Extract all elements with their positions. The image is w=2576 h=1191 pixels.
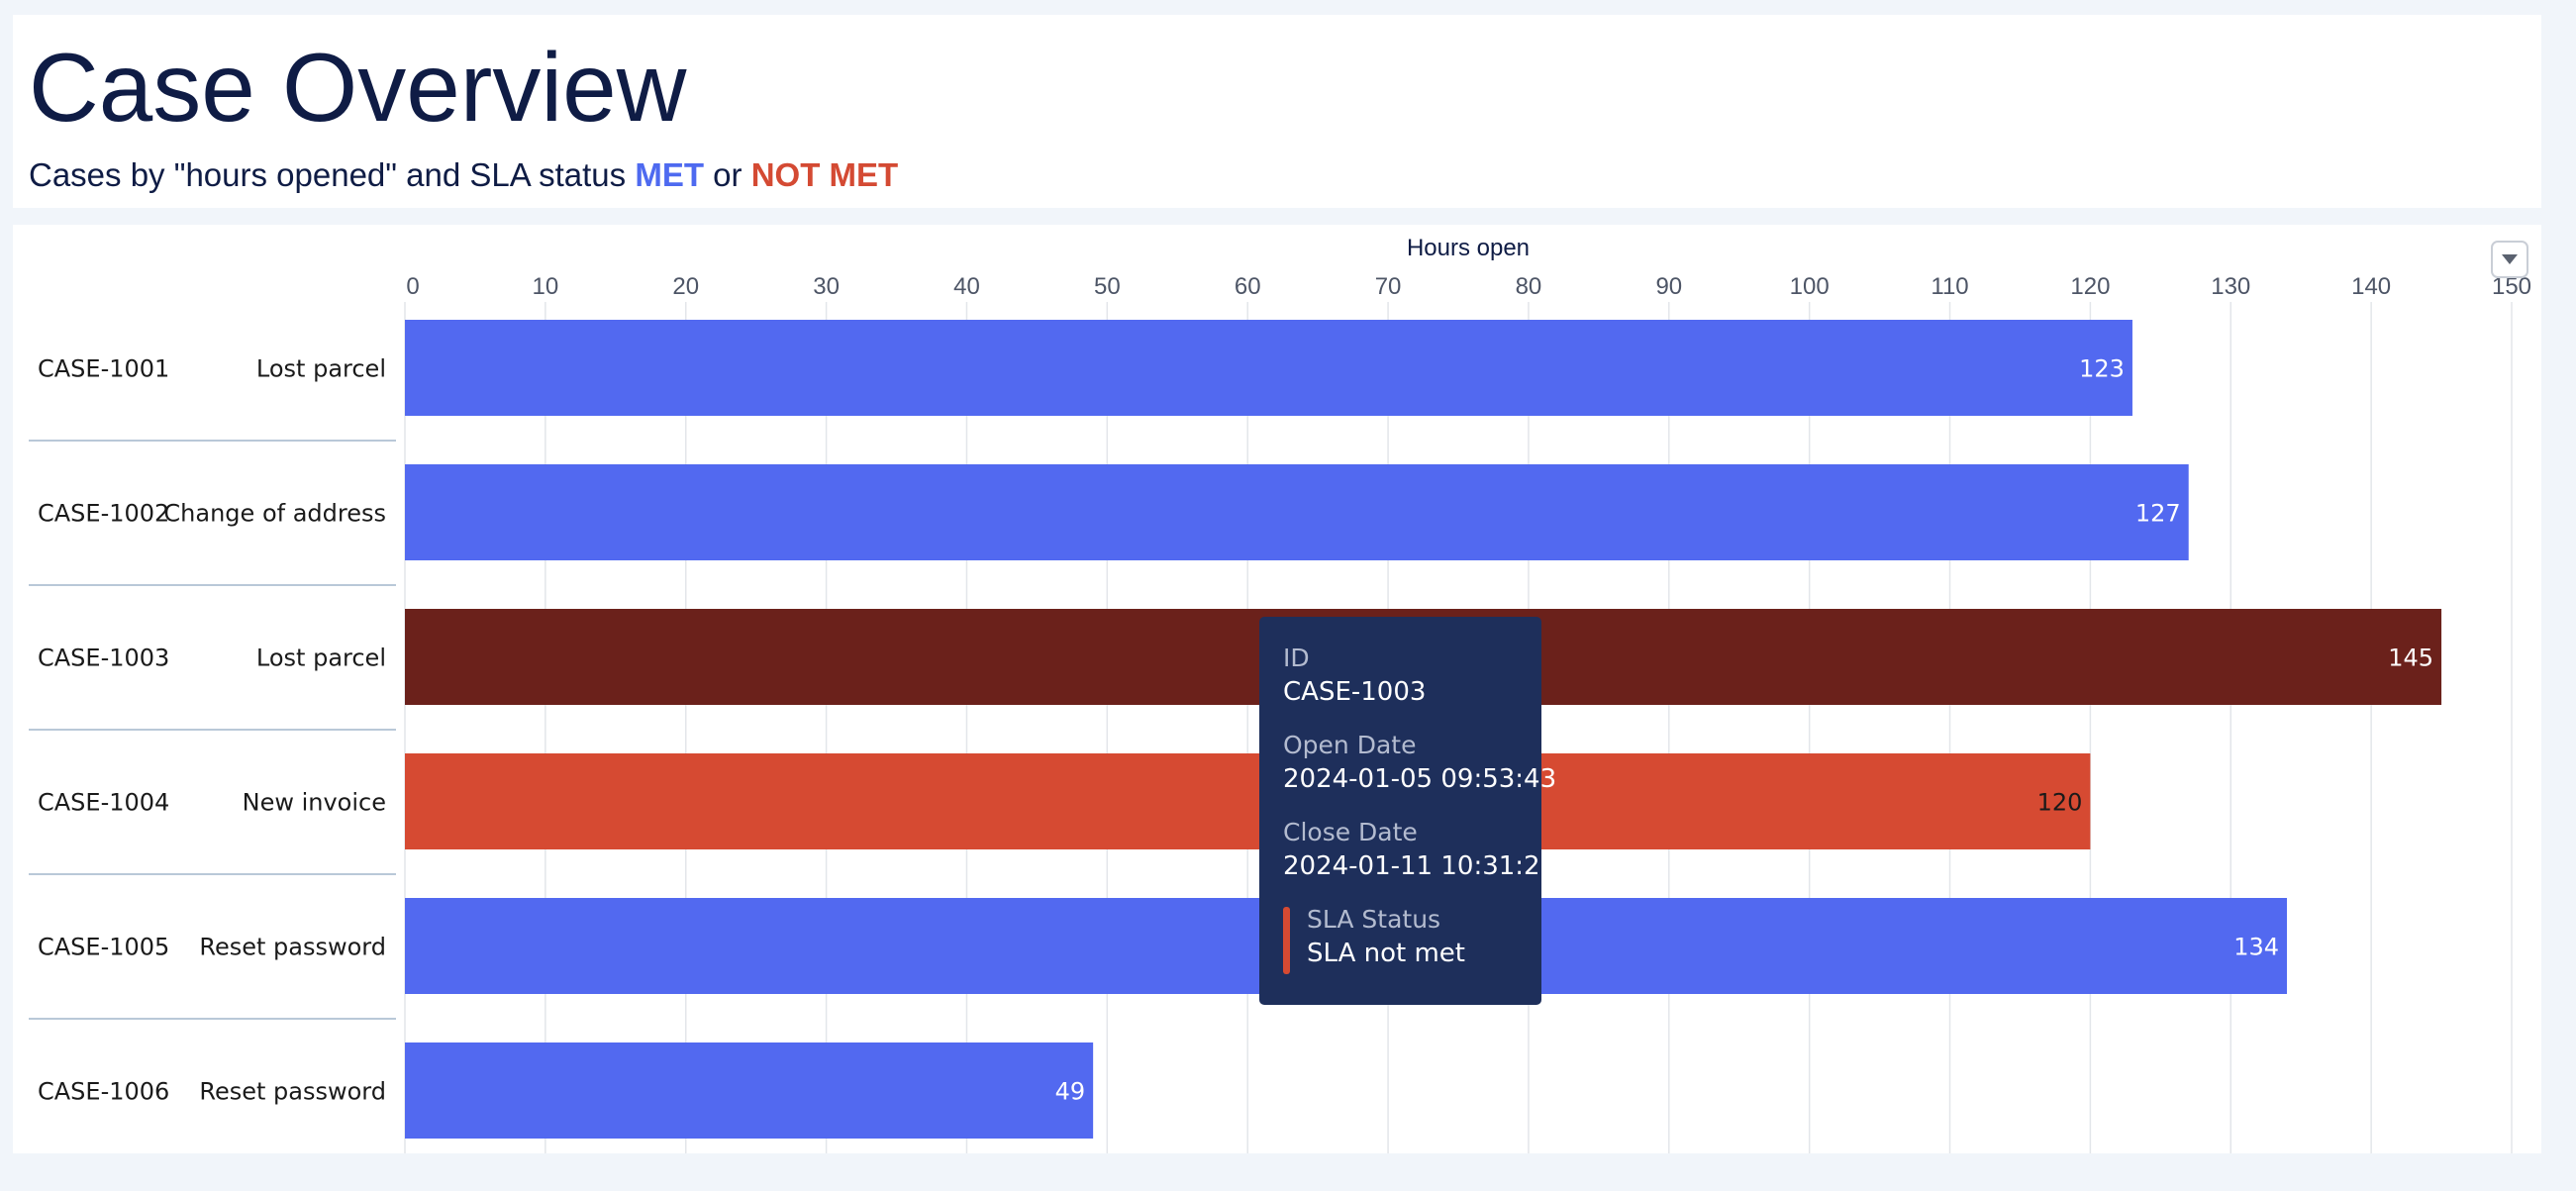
row-case-id: CASE-1004 <box>38 789 169 817</box>
row-case-id: CASE-1003 <box>38 645 169 672</box>
row-category: Reset password <box>199 1078 386 1106</box>
tooltip-status-label: SLA Status <box>1307 905 1441 934</box>
x-tick-label: 50 <box>1094 273 1121 300</box>
row-case-id: CASE-1001 <box>38 355 169 383</box>
row-category: Change of address <box>163 500 386 528</box>
chart-card: 0 10 20 30 40 50 60 70 80 90 100 110 120 130 140 150 Hou… <box>13 225 2541 1153</box>
row-case-id: CASE-1005 <box>38 934 169 961</box>
x-tick-label: 110 <box>1931 273 1968 300</box>
bar <box>405 1042 1094 1139</box>
x-axis-title: Hours open <box>1407 235 1530 261</box>
tooltip-close-value: 2024-01-11 10:31:25 <box>1283 851 1557 881</box>
bar-value-label: 145 <box>2388 645 2433 672</box>
chevron-down-icon <box>2502 254 2518 264</box>
row-case-id: CASE-1006 <box>38 1078 169 1106</box>
x-tick-label: 60 <box>1235 273 1261 300</box>
x-tick-label: 140 <box>2351 273 2391 300</box>
x-tick-label: 130 <box>2211 273 2250 300</box>
x-tick-label: 0 <box>406 273 419 300</box>
page-subtitle: Cases by "hours opened" and SLA status M… <box>29 156 898 194</box>
chart-menu-button[interactable] <box>2491 241 2528 278</box>
tooltip-status-value: SLA not met <box>1307 939 1465 968</box>
x-tick-label: 10 <box>533 273 559 300</box>
not-met-label: NOT MET <box>750 156 899 193</box>
x-tick-label: 20 <box>672 273 699 300</box>
case-tooltip: ID CASE-1003 Open Date 2024-01-05 09:53:… <box>1259 617 1557 1005</box>
bar-value-label: 120 <box>2037 789 2083 817</box>
status-color-bar <box>1283 907 1290 974</box>
x-tick-label: 90 <box>1655 273 1682 300</box>
tooltip-status: SLA Status SLA not met <box>1283 903 1518 974</box>
tooltip-id-value: CASE-1003 <box>1283 677 1427 707</box>
x-tick-label: 100 <box>1790 273 1830 300</box>
bar <box>405 320 2132 416</box>
x-tick-label: 120 <box>2070 273 2110 300</box>
row-category: Reset password <box>199 934 386 961</box>
page-title: Case Overview <box>29 33 687 142</box>
x-tick-label: 70 <box>1375 273 1402 300</box>
row-case-id: CASE-1002 <box>38 500 169 528</box>
tooltip-open-label: Open Date <box>1283 731 1417 759</box>
header-card: Case Overview Cases by "hours opened" an… <box>13 15 2541 208</box>
row-category: Lost parcel <box>256 355 386 383</box>
tooltip-open-value: 2024-01-05 09:53:43 <box>1283 764 1557 794</box>
tooltip-id-label: ID <box>1283 644 1310 672</box>
x-tick-label: 40 <box>953 273 980 300</box>
x-tick-label: 80 <box>1516 273 1542 300</box>
x-tick-label: 30 <box>813 273 840 300</box>
subtitle-or: or <box>704 156 751 193</box>
bar-value-label: 123 <box>2079 355 2125 383</box>
row-category: New invoice <box>243 789 386 817</box>
row-category: Lost parcel <box>256 645 386 672</box>
bar-value-label: 127 <box>2135 500 2181 528</box>
bar <box>405 464 2189 560</box>
bar <box>405 753 2091 849</box>
bar-value-label: 134 <box>2233 934 2279 961</box>
met-label: MET <box>635 156 704 193</box>
tooltip-close-label: Close Date <box>1283 818 1418 846</box>
bar-value-label: 49 <box>1055 1078 1086 1106</box>
subtitle-text: Cases by "hours opened" and SLA status <box>29 156 636 193</box>
